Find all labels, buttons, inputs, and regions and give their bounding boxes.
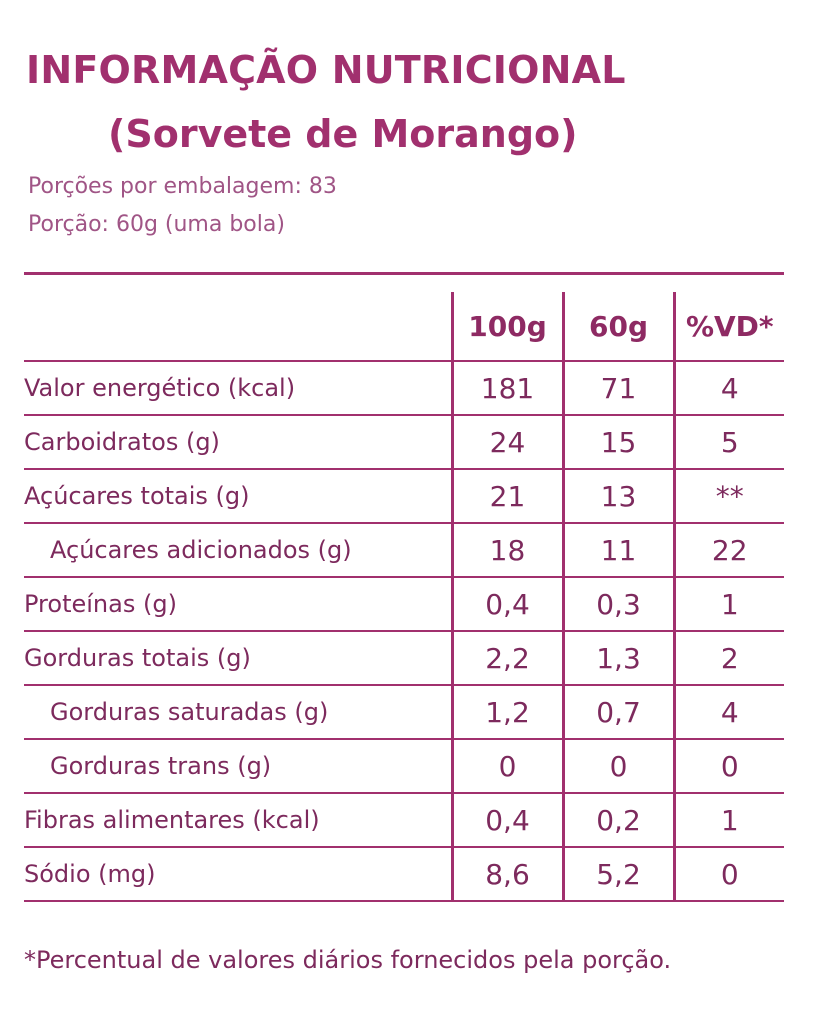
value-100g: 0,4	[450, 577, 563, 632]
table-row: Valor energético (kcal) 181 71 4	[24, 361, 784, 416]
header-label-column	[24, 292, 452, 362]
value-vd: 2	[672, 631, 784, 686]
nutrient-label: Fibras alimentares (kcal)	[24, 793, 452, 848]
nutrient-label: Gorduras totais (g)	[24, 631, 452, 686]
footnote: *Percentual de valores diários fornecido…	[24, 946, 672, 974]
value-60g: 11	[561, 523, 674, 578]
value-vd: 1	[672, 793, 784, 848]
table-row: Gorduras saturadas (g) 1,2 0,7 4	[24, 685, 784, 740]
value-vd: 0	[672, 847, 784, 902]
value-100g: 0	[450, 739, 563, 794]
table-row: Proteínas (g) 0,4 0,3 1	[24, 577, 784, 632]
value-60g: 0,7	[561, 685, 674, 740]
nutrient-label: Valor energético (kcal)	[24, 361, 452, 416]
value-vd: 22	[672, 523, 784, 578]
value-60g: 13	[561, 469, 674, 524]
value-vd: **	[672, 469, 784, 524]
value-100g: 1,2	[450, 685, 563, 740]
value-60g: 5,2	[561, 847, 674, 902]
table-row: Carboidratos (g) 24 15 5	[24, 415, 784, 470]
value-60g: 0,3	[561, 577, 674, 632]
value-vd: 0	[672, 739, 784, 794]
value-100g: 8,6	[450, 847, 563, 902]
nutrient-label: Açúcares totais (g)	[24, 469, 452, 524]
value-60g: 15	[561, 415, 674, 470]
nutrient-label: Gorduras trans (g)	[24, 739, 452, 794]
nutrient-label: Proteínas (g)	[24, 577, 452, 632]
value-vd: 4	[672, 361, 784, 416]
nutrition-table: 100g 60g %VD* Valor energético (kcal) 18…	[24, 292, 784, 902]
table-row: Açúcares totais (g) 21 13 **	[24, 469, 784, 524]
header-60g: 60g	[561, 292, 674, 362]
header-vd: %VD*	[672, 292, 784, 362]
table-header-row: 100g 60g %VD*	[24, 292, 784, 362]
nutrient-label: Gorduras saturadas (g)	[24, 685, 452, 740]
value-100g: 24	[450, 415, 563, 470]
value-60g: 1,3	[561, 631, 674, 686]
value-vd: 4	[672, 685, 784, 740]
value-100g: 21	[450, 469, 563, 524]
value-100g: 2,2	[450, 631, 563, 686]
top-divider	[24, 272, 784, 275]
servings-per-package: Porções por embalagem: 83	[28, 174, 337, 199]
nutrient-label: Carboidratos (g)	[24, 415, 452, 470]
value-60g: 71	[561, 361, 674, 416]
label-title: INFORMAÇÃO NUTRICIONAL	[26, 48, 626, 92]
table-row: Gorduras trans (g) 0 0 0	[24, 739, 784, 794]
label-subtitle: (Sorvete de Morango)	[108, 112, 578, 156]
nutrient-label: Sódio (mg)	[24, 847, 452, 902]
table-row: Sódio (mg) 8,6 5,2 0	[24, 847, 784, 902]
value-60g: 0,2	[561, 793, 674, 848]
serving-size: Porção: 60g (uma bola)	[28, 212, 285, 237]
table-row: Gorduras totais (g) 2,2 1,3 2	[24, 631, 784, 686]
table-row: Açúcares adicionados (g) 18 11 22	[24, 523, 784, 578]
value-vd: 1	[672, 577, 784, 632]
value-60g: 0	[561, 739, 674, 794]
nutrient-label: Açúcares adicionados (g)	[24, 523, 452, 578]
table-row: Fibras alimentares (kcal) 0,4 0,2 1	[24, 793, 784, 848]
header-100g: 100g	[450, 292, 563, 362]
value-100g: 0,4	[450, 793, 563, 848]
value-vd: 5	[672, 415, 784, 470]
value-100g: 18	[450, 523, 563, 578]
value-100g: 181	[450, 361, 563, 416]
